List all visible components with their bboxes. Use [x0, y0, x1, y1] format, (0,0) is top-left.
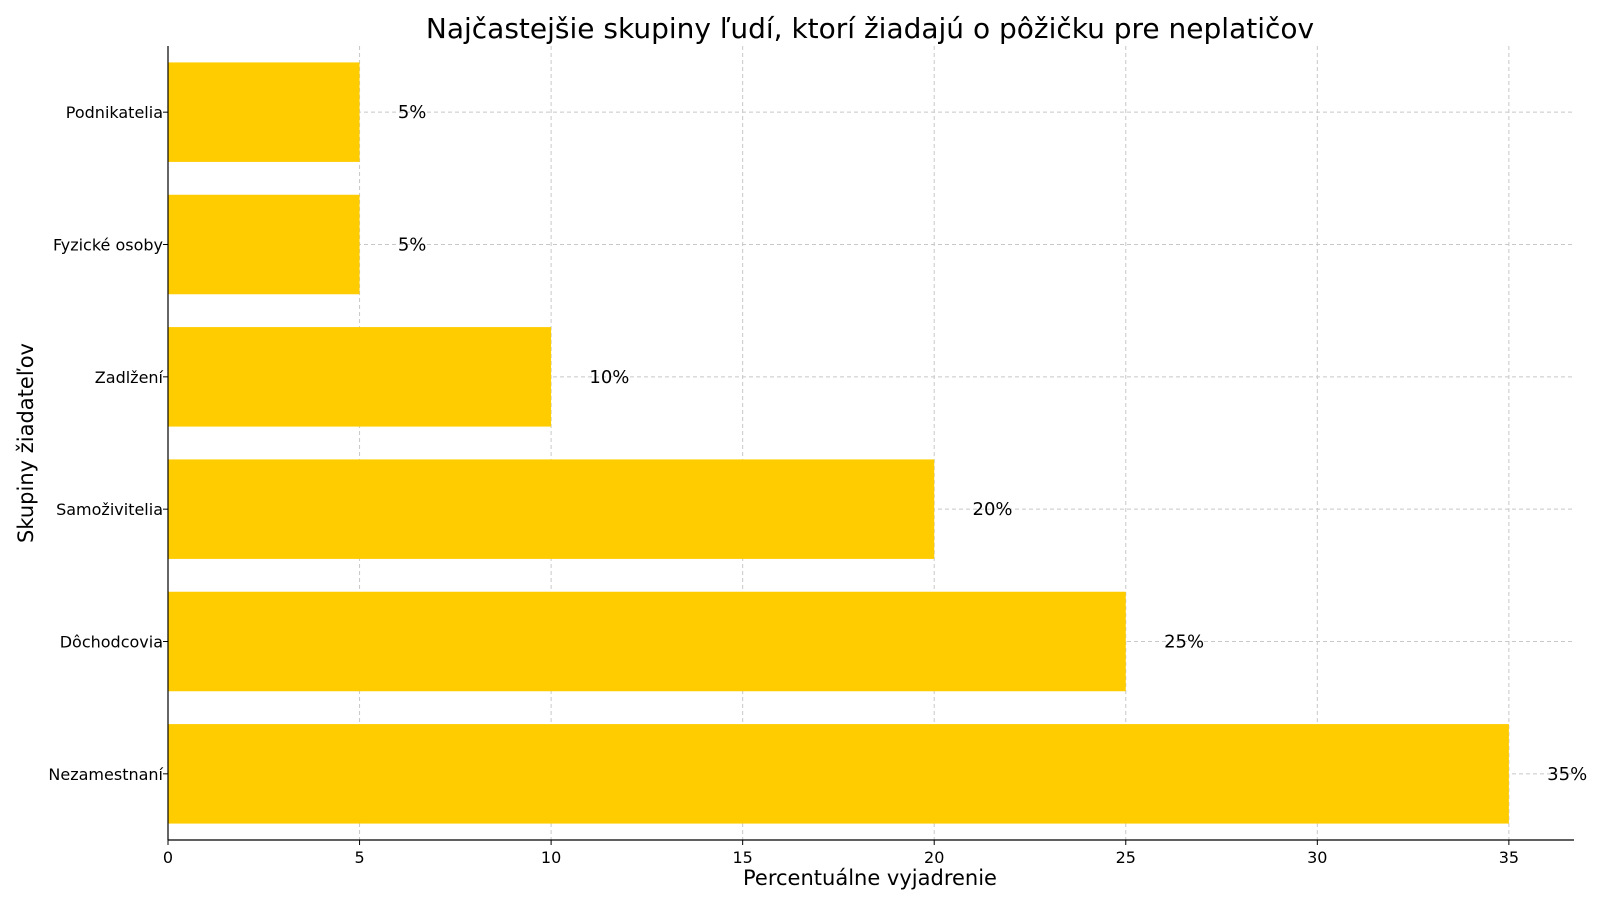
x-tick-label: 35 [1499, 848, 1519, 867]
y-tick-label: Fyzické osoby [53, 236, 163, 255]
x-tick-label: 30 [1307, 848, 1327, 867]
bar-2 [168, 459, 935, 559]
bar-0 [168, 724, 1509, 824]
y-tick-label: Nezamestnaní [48, 765, 163, 784]
x-tick-label: 10 [541, 848, 561, 867]
x-tick-label: 25 [1116, 848, 1136, 867]
x-tick-label: 15 [732, 848, 752, 867]
bar-4 [168, 194, 360, 295]
data-label-3: 10% [589, 367, 629, 388]
axes: 0 5 10 15 20 25 30 35 Nezamestnaní Dôchodcovia Sam… [48, 46, 1574, 867]
data-label-5: 5% [398, 102, 427, 123]
x-tick-label: 0 [163, 848, 173, 867]
x-tick-label: 20 [924, 848, 944, 867]
data-label-1: 25% [1164, 632, 1204, 653]
data-labels: 35% 25% 20% 10% 5% 5% [398, 102, 1587, 785]
y-axis-label: Skupiny žiadateľov [14, 343, 38, 543]
bar-5 [168, 62, 360, 162]
y-tick-label: Samoživitelia [56, 500, 163, 519]
bars [168, 62, 1509, 824]
x-tick-label: 5 [354, 848, 364, 867]
data-label-4: 5% [398, 235, 427, 256]
bar-1 [168, 591, 1126, 692]
data-label-0: 35% [1547, 764, 1587, 785]
data-label-2: 20% [973, 499, 1013, 520]
grid [167, 46, 1574, 840]
chart-title: Najčastejšie skupiny ľudí, ktorí žiadajú… [426, 12, 1314, 45]
x-axis-label: Percentuálne vyjadrenie [743, 866, 997, 890]
bar-3 [168, 327, 552, 427]
y-tick-label: Zadlžení [95, 368, 164, 387]
y-tick-label: Podnikatelia [66, 103, 163, 122]
y-tick-label: Dôchodcovia [60, 633, 163, 652]
